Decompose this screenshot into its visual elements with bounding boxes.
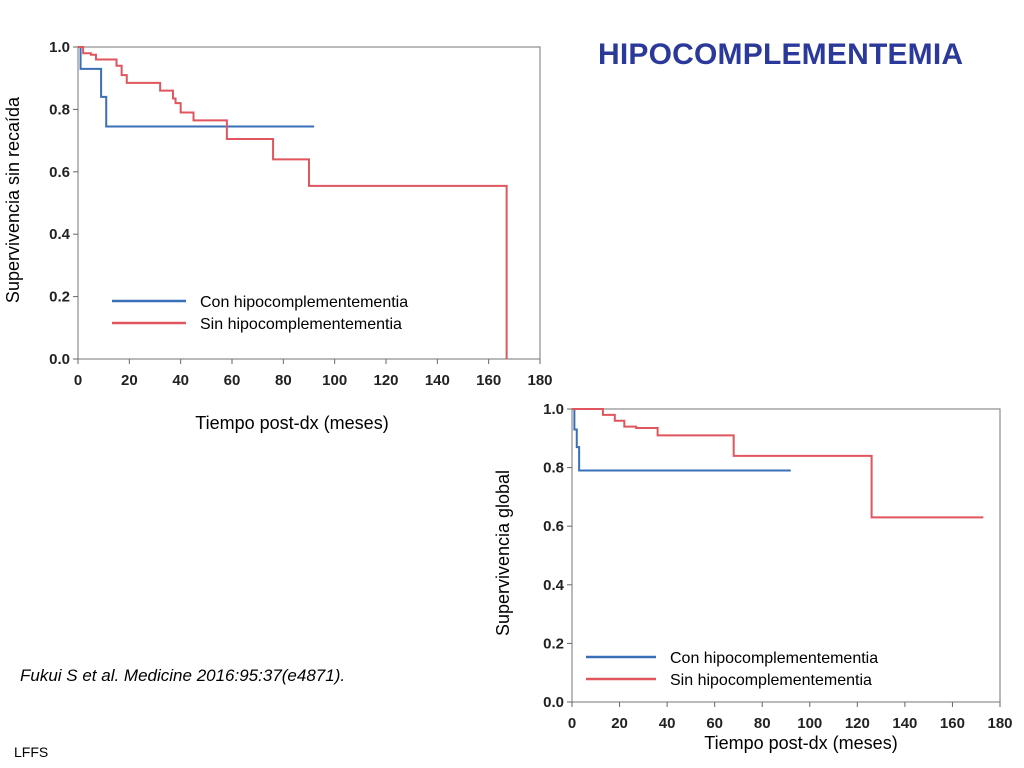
legend-label: Sin hipocomplementementia [670, 672, 872, 689]
x-tick-label: 140 [892, 715, 917, 732]
x-tick-label: 20 [611, 715, 628, 732]
x-tick-label: 0 [568, 715, 576, 732]
citation: Fukui S et al. Medicine 2016:95:37(e4871… [20, 666, 346, 685]
y-tick-label: 0.0 [49, 351, 70, 368]
overall-survival-chart: 0.0 0.2 0.4 0.6 0.8 1.0 0 20 40 60 80 100 120 140 160 1… [493, 401, 1013, 753]
legend-label: Con hipocomplementementia [670, 650, 878, 667]
y-axis-title: Supervivencia sin recaída [3, 96, 23, 303]
y-tick-label: 0.4 [543, 577, 565, 594]
series-line-sin [572, 408, 984, 519]
x-tick-label: 140 [425, 372, 450, 389]
legend-label: Sin hipocomplementementia [200, 316, 402, 333]
x-tick-label: 60 [706, 715, 723, 732]
slide-title: HIPOCOMPLEMENTEMIA [598, 38, 964, 71]
x-axis-title: Tiempo post-dx (meses) [195, 413, 388, 433]
series-line-con [78, 46, 315, 128]
y-tick-label: 0.0 [543, 694, 564, 711]
y-tick-label: 0.6 [49, 164, 70, 181]
x-tick-label: 160 [940, 715, 965, 732]
x-tick-label: 100 [322, 372, 347, 389]
x-tick-label: 40 [659, 715, 676, 732]
y-tick-label: 0.6 [543, 518, 564, 535]
x-tick-label: 80 [275, 372, 292, 389]
y-tick-label: 0.8 [49, 101, 70, 118]
x-axis-title: Tiempo post-dx (meses) [704, 733, 897, 753]
x-tick-label: 180 [527, 372, 552, 389]
x-tick-label: 180 [987, 715, 1012, 732]
y-tick-label: 1.0 [49, 39, 70, 56]
footer-tag: LFFS [14, 744, 49, 760]
relapse-free-survival-chart: 0.0 0.2 0.4 0.6 0.8 1.0 0 20 40 60 80 100 120 140 160 1… [3, 39, 553, 433]
plot-frame [571, 408, 1001, 703]
x-tick-label: 20 [121, 372, 138, 389]
x-tick-label: 0 [74, 372, 82, 389]
y-tick-label: 0.2 [49, 289, 70, 306]
x-tick-label: 120 [845, 715, 870, 732]
y-tick-label: 0.8 [543, 460, 564, 477]
x-tick-label: 60 [224, 372, 241, 389]
series-line-sin [78, 46, 508, 359]
x-tick-label: 100 [797, 715, 822, 732]
plot-frame [77, 46, 541, 360]
legend-label: Con hipocomplementementia [200, 294, 408, 311]
y-axis-title: Supervivencia global [493, 470, 513, 636]
x-tick-label: 160 [476, 372, 501, 389]
x-tick-label: 40 [172, 372, 189, 389]
series-line-con [572, 408, 791, 472]
y-tick-label: 0.4 [49, 226, 71, 243]
y-tick-label: 1.0 [543, 401, 564, 418]
x-tick-label: 120 [373, 372, 398, 389]
x-tick-label: 80 [754, 715, 771, 732]
y-tick-label: 0.2 [543, 635, 564, 652]
